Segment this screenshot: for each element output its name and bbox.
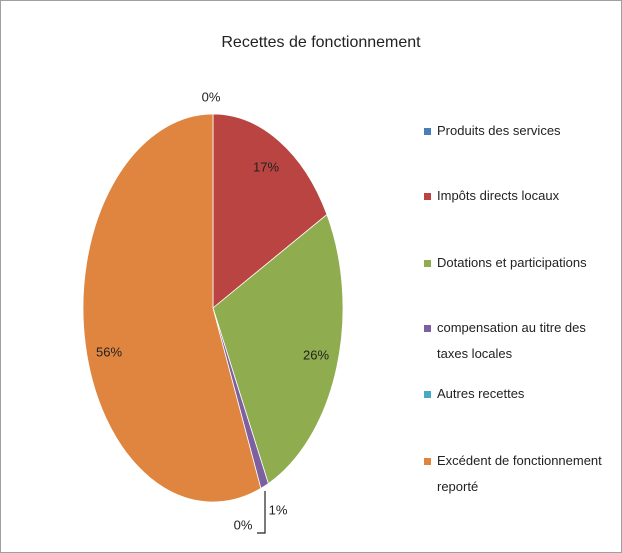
legend-item: Impôts directs locaux — [421, 183, 617, 209]
legend-item: Produits des services — [421, 118, 617, 144]
legend-label: Excédent de fonctionnement reporté — [437, 453, 602, 494]
data-label: 0% — [202, 89, 221, 104]
legend-swatch — [424, 391, 431, 398]
legend-label: compensation au titre des taxes locales — [437, 320, 586, 361]
legend-label: Dotations et participations — [437, 255, 587, 270]
legend-swatch — [424, 325, 431, 332]
pie-slice — [212, 213, 344, 485]
legend-swatch — [424, 458, 431, 465]
legend-swatch — [424, 128, 431, 135]
data-label: 1% — [269, 502, 288, 517]
legend-label: Impôts directs locaux — [437, 188, 560, 203]
chart-title: Recettes de fonctionnement — [221, 34, 421, 51]
legend-label: Produits des services — [437, 123, 561, 138]
legend-label: Autres recettes — [437, 386, 525, 401]
legend-item: compensation au titre des taxes locales — [421, 315, 617, 367]
pie-slice — [212, 113, 328, 309]
data-label: 0% — [234, 517, 253, 532]
data-label: 56% — [96, 344, 122, 359]
legend-swatch — [424, 260, 431, 267]
legend-item: Dotations et participations — [421, 250, 617, 276]
data-label: 26% — [303, 347, 329, 362]
data-label: 17% — [253, 159, 279, 174]
legend-item: Autres recettes — [421, 381, 617, 407]
legend-item: Excédent de fonctionnement reporté — [421, 448, 617, 500]
pie-slice — [82, 113, 262, 503]
leader-line — [257, 491, 266, 534]
legend-swatch — [424, 193, 431, 200]
